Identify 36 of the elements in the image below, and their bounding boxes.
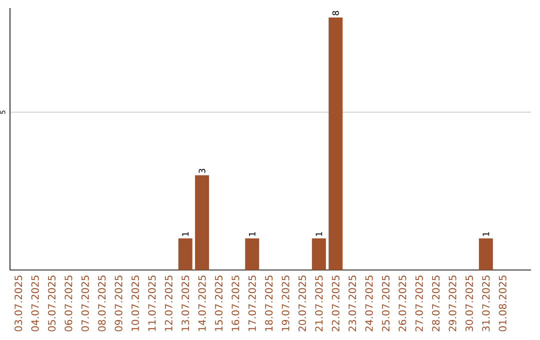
x-tick-label: 08.07.2025 xyxy=(98,276,106,332)
x-tick-label: 16.07.2025 xyxy=(232,276,240,331)
x-tick-label: 09.07.2025 xyxy=(114,276,122,332)
x-tick-label: 03.07.2025 xyxy=(14,276,22,332)
x-tick-label: 25.07.2025 xyxy=(382,276,390,332)
x-tick-label: 24.07.2025 xyxy=(365,276,373,332)
x-tick-label: 31.07.2025 xyxy=(482,276,490,332)
x-tick-label: 29.07.2025 xyxy=(448,276,456,332)
x-tick-label: 05.07.2025 xyxy=(48,276,56,332)
x-tick-label: 06.07.2025 xyxy=(64,276,72,332)
x-tick-label: 11.07.2025 xyxy=(148,276,156,331)
data-label: 1 xyxy=(182,232,188,236)
data-label: 1 xyxy=(316,232,322,236)
x-tick-label: 28.07.2025 xyxy=(432,276,440,332)
x-tick-label: 12.07.2025 xyxy=(164,276,172,331)
x-tick-label: 27.07.2025 xyxy=(415,276,423,332)
data-label: 1 xyxy=(482,232,490,236)
x-tick-label: 26.07.2025 xyxy=(398,276,406,332)
data-label: 3 xyxy=(198,168,206,174)
x-tick-label: 01.08.2025 xyxy=(498,276,506,332)
x-tick-label: 23.07.2025 xyxy=(348,276,356,332)
x-tick-label: 13.07.2025 xyxy=(182,276,190,331)
x-tick-label: 10.07.2025 xyxy=(131,276,140,331)
x-tick-label: 14.07.2025 xyxy=(198,276,206,331)
x-tick-label: 20.07.2025 xyxy=(298,276,306,332)
x-tick-label: 18.07.2025 xyxy=(265,276,273,331)
x-tick-label: 04.07.2025 xyxy=(31,276,39,332)
x-tick-label: 15.07.2025 xyxy=(214,276,223,331)
data-label: 8 xyxy=(332,10,339,16)
x-tick-label: 21.07.2025 xyxy=(315,276,323,332)
x-tick-label: 17.07.2025 xyxy=(248,276,256,331)
x-tick-label: 22.07.2025 xyxy=(332,276,340,332)
x-tick-label: 19.07.2025 xyxy=(282,276,290,331)
data-label: 1 xyxy=(248,232,256,236)
x-tick-label: 30.07.2025 xyxy=(465,276,474,332)
x-tick-label: 07.07.2025 xyxy=(81,276,89,332)
